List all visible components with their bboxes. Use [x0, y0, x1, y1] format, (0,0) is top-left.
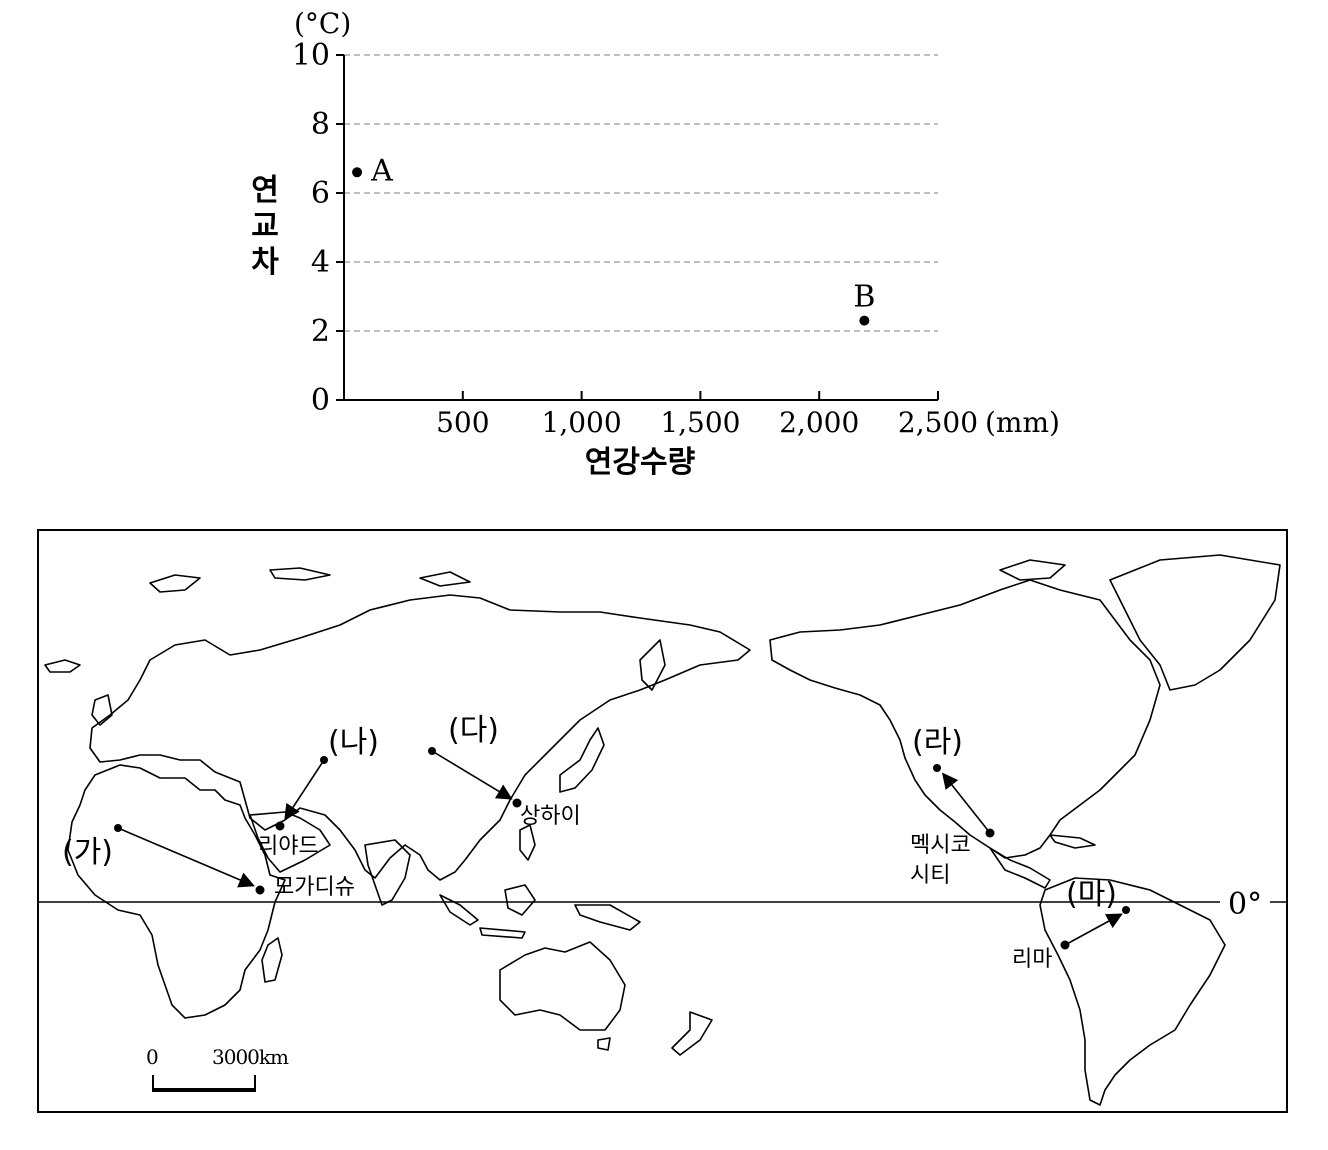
north-america-outline: [769, 579, 1161, 859]
greenland-outline: [1109, 554, 1281, 691]
city-mogadishu: 모가디슈: [274, 875, 355, 900]
axis-ticks: 0 2 4 6 8 10 500 1,000 1,500 2,000 2,500: [292, 38, 978, 439]
dot-riyadh: [275, 821, 285, 831]
dot-na-origin: [320, 756, 328, 764]
x-tick-label-2500: 2,500: [898, 406, 978, 439]
africa-outline: [67, 764, 286, 1019]
dot-mexico-city: [985, 828, 995, 838]
marker-ra: (라): [912, 725, 963, 760]
britain-outline: [91, 694, 113, 726]
city-lima: 리마: [1012, 947, 1052, 972]
marker-da: (다): [448, 713, 499, 748]
y-tick-label-10: 10: [292, 38, 330, 73]
point-A: [352, 167, 363, 178]
arrows: [117, 750, 1123, 946]
marker-ga: (가): [62, 835, 113, 870]
borneo-outline: [504, 884, 536, 916]
arctic-isles-outline: [419, 571, 471, 587]
sumatra-outline: [439, 894, 479, 926]
x-tick-label-2000: 2,000: [779, 406, 859, 439]
dot-ma: [1122, 906, 1130, 914]
point-B: [859, 315, 870, 326]
south-america-outline: [1039, 877, 1226, 1106]
scale-distance: 3000km: [212, 1045, 289, 1069]
coastlines: [44, 554, 1281, 1106]
point-label-A: A: [370, 153, 393, 188]
city-shanghai: 상하이: [520, 804, 581, 829]
canadian-arctic-outline: [999, 559, 1066, 581]
iceland-outline: [44, 659, 81, 673]
arrow-na: [284, 759, 325, 821]
location-dots: [114, 747, 1130, 950]
marker-ma: (마): [1066, 877, 1117, 912]
city-mexico-line1: 멕시코: [910, 833, 971, 858]
new-zealand-outline: [671, 1011, 713, 1056]
dot-da-origin: [428, 747, 436, 755]
novaya-zemlya-outline: [149, 574, 201, 593]
x-unit-label: (mm): [985, 406, 1060, 439]
tasmania-outline: [597, 1037, 611, 1051]
y-tick-label-6: 6: [311, 176, 330, 211]
y-tick-label-0: 0: [311, 383, 330, 418]
madagascar-outline: [261, 937, 283, 983]
x-tick-label-500: 500: [436, 406, 489, 439]
x-tick-label-1000: 1,000: [542, 406, 622, 439]
japan-outline: [559, 727, 605, 793]
city-mexico-line2: 시티: [910, 863, 950, 888]
scale-zero: 0: [146, 1045, 159, 1069]
data-points: AB: [352, 153, 875, 326]
y-tick-label-8: 8: [311, 107, 330, 142]
central-america-outline: [989, 847, 1051, 889]
cuba-outline: [1049, 834, 1096, 849]
arrow-ma: [1064, 913, 1123, 946]
dot-lima: [1060, 940, 1070, 950]
kamchatka-outline: [639, 639, 666, 691]
y-tick-label-4: 4: [311, 245, 330, 280]
dot-ga-origin: [114, 824, 122, 832]
y-unit-label: (°C): [294, 7, 351, 40]
y-tick-label-2: 2: [311, 314, 330, 349]
svalbard-outline: [269, 567, 331, 581]
arrow-da: [431, 750, 513, 800]
eurasia-outline: [89, 594, 751, 881]
dot-mogadishu: [255, 885, 265, 895]
java-outline: [479, 927, 526, 939]
australia-outline: [499, 941, 626, 1031]
india-outline: [364, 839, 411, 906]
point-label-B: B: [853, 280, 875, 315]
marker-na: (나): [328, 725, 379, 760]
philippines-outline: [519, 824, 536, 861]
dot-ra: [933, 764, 941, 772]
new-guinea-outline: [574, 904, 641, 931]
equator-label: 0°: [1228, 887, 1262, 922]
x-tick-label-1500: 1,500: [660, 406, 740, 439]
arrow-ra: [942, 772, 991, 834]
x-axis-label: 연강수량: [585, 445, 696, 480]
dot-shanghai: [512, 798, 522, 808]
scale-bar: 0 3000km: [146, 1045, 290, 1092]
grid-lines: [344, 54, 938, 332]
map-frame: [37, 529, 1288, 1113]
arrow-ga: [117, 827, 255, 888]
city-riyadh: 리야드: [258, 834, 319, 859]
world-map: 0° (가) (나) (다) (라) (마) 모가디슈 리야드 상: [37, 529, 1288, 1113]
